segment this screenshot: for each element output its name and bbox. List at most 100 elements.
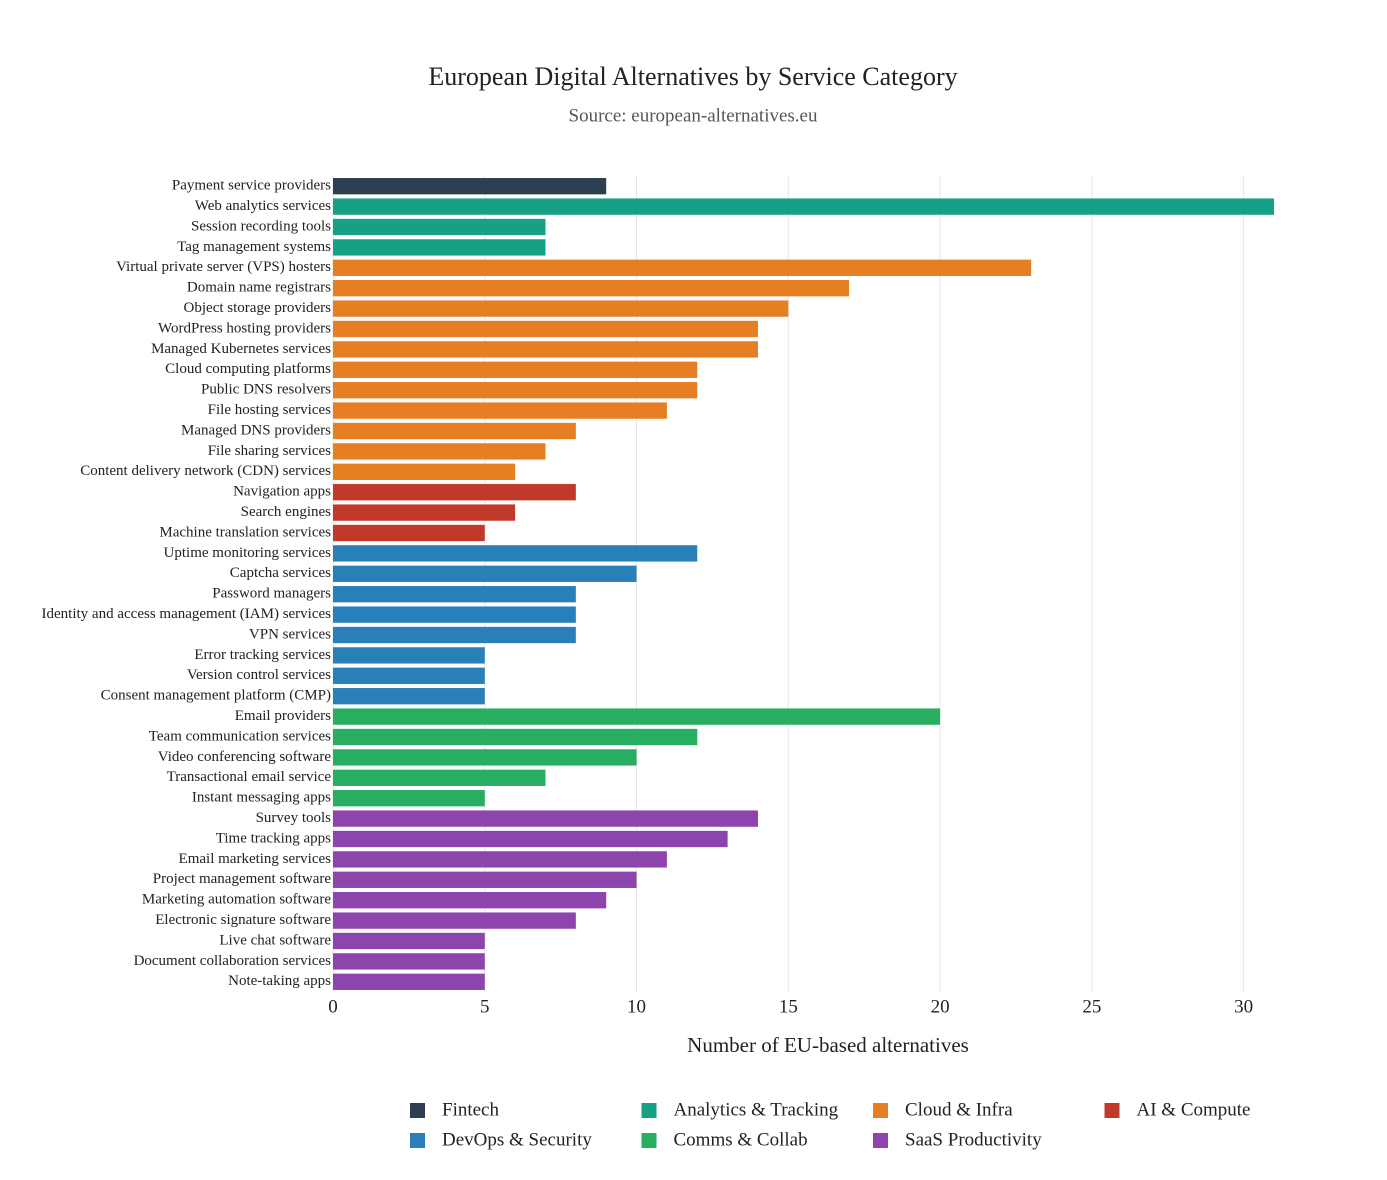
bar [333, 402, 667, 419]
bar [333, 851, 667, 868]
bar [333, 218, 546, 236]
bar [333, 320, 758, 338]
bar [333, 606, 576, 623]
y-tick-label: File hosting services [208, 402, 331, 418]
y-tick-label: Managed DNS providers [181, 422, 331, 438]
legend-label[interactable]: Cloud & Infra [905, 1099, 1013, 1120]
legend-swatch[interactable] [641, 1103, 657, 1118]
legend-label[interactable]: Comms & Collab [674, 1129, 808, 1150]
y-tick-label: Search engines [241, 504, 332, 520]
bar [333, 545, 698, 562]
legend-swatch[interactable] [873, 1133, 888, 1148]
y-tick-label: Content delivery network (CDN) services [80, 463, 331, 479]
y-tick-label: Electronic signature software [155, 912, 331, 928]
x-tick-label: 25 [1082, 996, 1101, 1017]
legend-swatch[interactable] [1104, 1103, 1120, 1118]
y-tick-label: Live chat software [219, 932, 331, 948]
x-tick-label: 5 [480, 996, 490, 1017]
x-tick-label: 15 [779, 996, 798, 1017]
bar [333, 790, 485, 807]
legend-label[interactable]: Analytics & Tracking [674, 1099, 839, 1120]
x-tick-label: 10 [627, 996, 646, 1017]
legend-swatch[interactable] [410, 1133, 425, 1148]
legend-swatch[interactable] [641, 1133, 657, 1148]
bar [333, 708, 941, 725]
x-axis-title: Number of EU-based alternatives [687, 1033, 969, 1057]
bar [333, 912, 576, 929]
y-tick-label: Marketing automation software [142, 892, 331, 908]
bar [333, 239, 546, 256]
bar [333, 463, 516, 480]
x-tick-label: 30 [1234, 996, 1253, 1017]
y-tick-label: Uptime monitoring services [164, 545, 332, 561]
bar [333, 647, 485, 664]
y-tick-label: Video conferencing software [158, 749, 332, 765]
y-tick-label: Machine translation services [159, 524, 331, 540]
bar [333, 973, 485, 990]
y-tick-label: Payment service providers [172, 178, 331, 194]
y-tick-label: Transactional email service [167, 769, 332, 785]
bar [333, 626, 576, 644]
y-tick-label: Domain name registrars [187, 280, 331, 296]
y-tick-label: Team communication services [149, 728, 331, 744]
bar [333, 749, 637, 766]
y-tick-label: File sharing services [208, 443, 331, 459]
bar [333, 361, 698, 378]
y-tick-label: Note-taking apps [228, 973, 331, 989]
y-tick-label: Session recording tools [191, 218, 331, 234]
y-tick-label: Time tracking apps [216, 830, 331, 846]
bar [333, 769, 546, 786]
bar [333, 484, 576, 501]
bar [333, 443, 546, 460]
y-tick-label: Project management software [153, 871, 332, 887]
y-tick-label: Navigation apps [233, 484, 331, 500]
bar [333, 300, 789, 317]
legend-label[interactable]: AI & Compute [1137, 1099, 1251, 1120]
y-tick-label: Instant messaging apps [192, 790, 331, 806]
y-tick-label: Web analytics services [195, 198, 331, 214]
bar [333, 382, 698, 399]
y-tick-label: Identity and access management (IAM) ser… [42, 606, 332, 622]
y-tick-label: WordPress hosting providers [158, 320, 331, 336]
y-tick-label: Managed Kubernetes services [151, 341, 331, 357]
y-tick-label: Virtual private server (VPS) hosters [116, 259, 331, 275]
y-tick-label: Captcha services [230, 565, 331, 581]
legend-swatch[interactable] [873, 1103, 888, 1118]
bar [333, 871, 637, 888]
bar [333, 198, 1274, 215]
bar [333, 688, 485, 705]
x-tick-label: 0 [328, 996, 338, 1017]
legend-label[interactable]: DevOps & Security [442, 1129, 592, 1150]
x-tick-label: 20 [931, 996, 950, 1017]
chart-subtitle: Source: european-alternatives.eu [569, 105, 818, 126]
bar [333, 504, 516, 521]
bar [333, 953, 485, 970]
legend-label[interactable]: SaaS Productivity [905, 1129, 1042, 1150]
y-tick-label: Tag management systems [177, 239, 331, 255]
y-tick-label: Password managers [212, 586, 331, 602]
bar [333, 280, 850, 297]
bar [333, 341, 758, 358]
y-tick-label: Public DNS resolvers [201, 382, 331, 398]
y-tick-label: Consent management platform (CMP) [101, 688, 331, 704]
legend-swatch[interactable] [410, 1103, 425, 1118]
bar [333, 586, 576, 603]
bar [333, 810, 758, 827]
y-tick-label: Version control services [187, 667, 331, 683]
y-tick-label: Email marketing services [179, 851, 332, 867]
bar [333, 422, 576, 440]
y-tick-label: VPN services [249, 626, 331, 642]
y-tick-label: Error tracking services [194, 647, 331, 663]
y-tick-label: Document collaboration services [134, 953, 332, 969]
bar [333, 728, 698, 746]
y-tick-label: Survey tools [256, 810, 332, 826]
bar [333, 259, 1032, 276]
bar [333, 178, 607, 195]
legend-label[interactable]: Fintech [442, 1099, 499, 1120]
y-tick-label: Cloud computing platforms [165, 361, 331, 377]
bar [333, 565, 637, 582]
bar [333, 932, 485, 950]
bar [333, 524, 485, 542]
bar [333, 667, 485, 684]
